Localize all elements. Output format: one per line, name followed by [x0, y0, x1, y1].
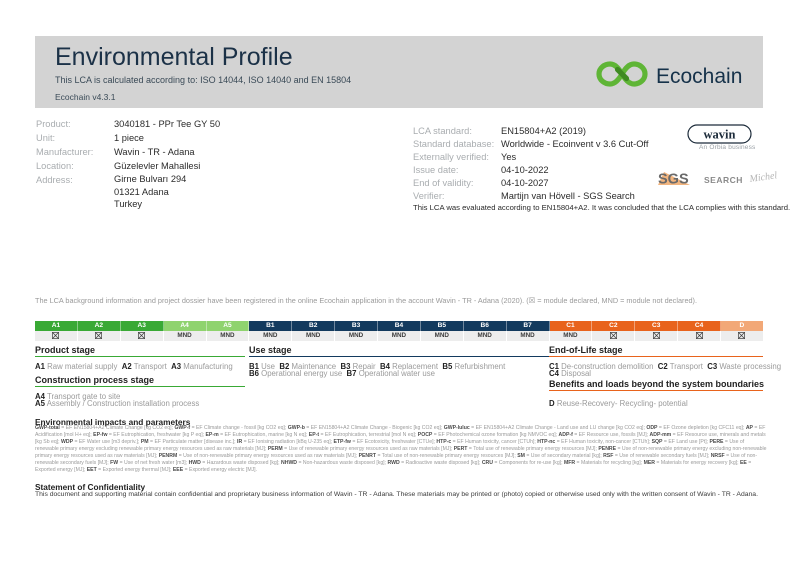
- svg-text:SGS: SGS: [658, 172, 689, 188]
- svg-text:wavin: wavin: [704, 128, 736, 142]
- svg-text:SEARCH: SEARCH: [704, 175, 743, 185]
- svg-text:Ecochain: Ecochain: [656, 65, 742, 88]
- svg-text:Michel: Michel: [748, 170, 778, 185]
